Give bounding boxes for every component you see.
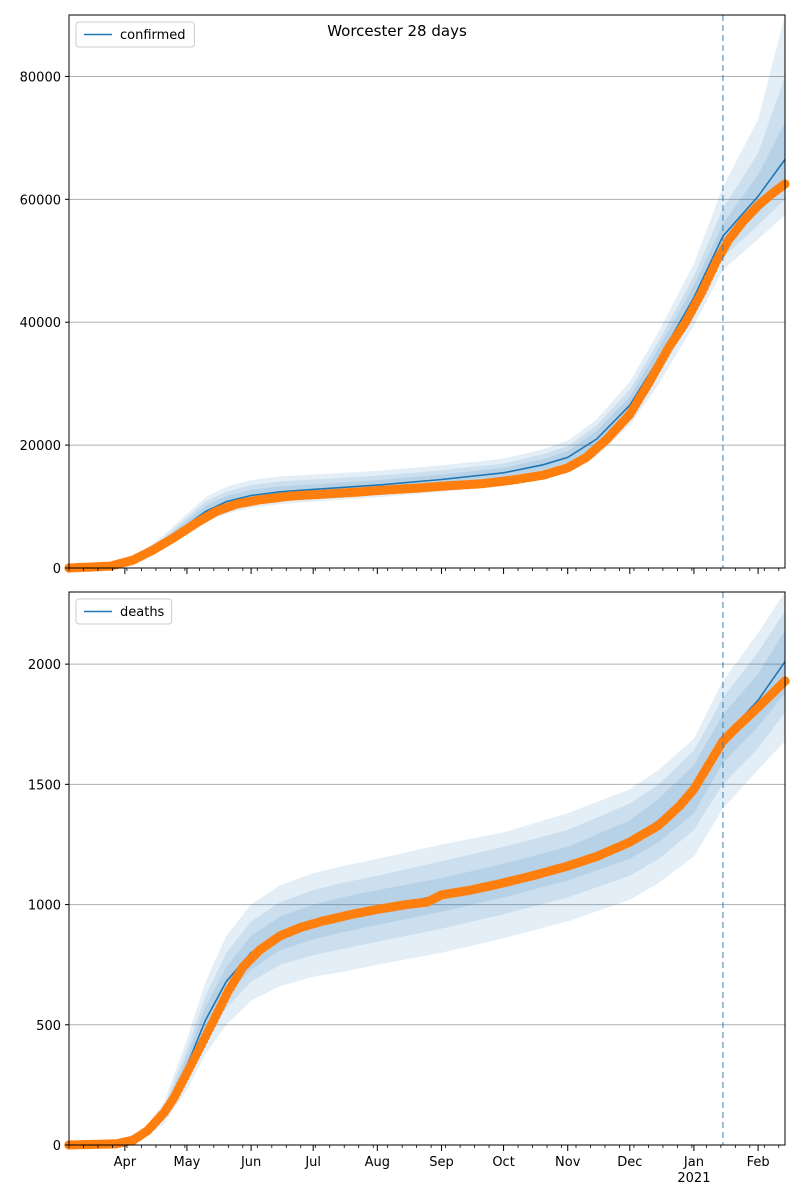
x-tick-label: Sep [429, 1155, 454, 1170]
x-tick-label: Jul [304, 1155, 321, 1170]
y-tick-label: 1500 [28, 778, 61, 793]
confidence-band [69, 592, 785, 1145]
confirmed-panel: 0 20000 40000 60000 80000 confirmed [20, 14, 790, 577]
x-tick-label: May [174, 1155, 201, 1170]
x-tick-label: Jan [683, 1155, 704, 1170]
x-tick-label: Dec [617, 1155, 642, 1170]
x-tick-label: Feb [747, 1155, 770, 1170]
legend-box [75, 21, 195, 48]
y-tick-label: 2000 [28, 658, 61, 673]
figure-title: Worcester 28 days [327, 22, 467, 40]
legend-label: confirmed [120, 28, 186, 43]
y-tick-label: 0 [53, 562, 61, 577]
legend-box [75, 598, 173, 625]
x-tick-label: Oct [492, 1155, 514, 1170]
legend-label: deaths [120, 605, 165, 620]
x-tick-label: Nov [555, 1155, 581, 1170]
y-tick-label: 500 [36, 1019, 61, 1034]
confidence-band [69, 630, 785, 1145]
x-tick-label: Jun [240, 1155, 261, 1170]
x-year-label: 2021 [677, 1171, 710, 1186]
y-tick-label: 1000 [28, 899, 61, 914]
x-tick-label: Apr [114, 1155, 137, 1170]
confidence-band [69, 122, 785, 568]
deaths-panel: 0 500 1000 1500 2000 Apr May Jun Jul Aug Sep Oct Nov… [28, 591, 790, 1186]
y-tick-label: 0 [53, 1139, 61, 1154]
axes-frame [68, 14, 786, 569]
y-tick-label: 60000 [20, 193, 61, 208]
x-tick-label: Aug [365, 1155, 390, 1170]
y-tick-label: 40000 [20, 316, 61, 331]
confidence-band [69, 611, 785, 1145]
axes-frame [68, 591, 786, 1146]
y-tick-label: 20000 [20, 439, 61, 454]
y-tick-label: 80000 [20, 70, 61, 85]
